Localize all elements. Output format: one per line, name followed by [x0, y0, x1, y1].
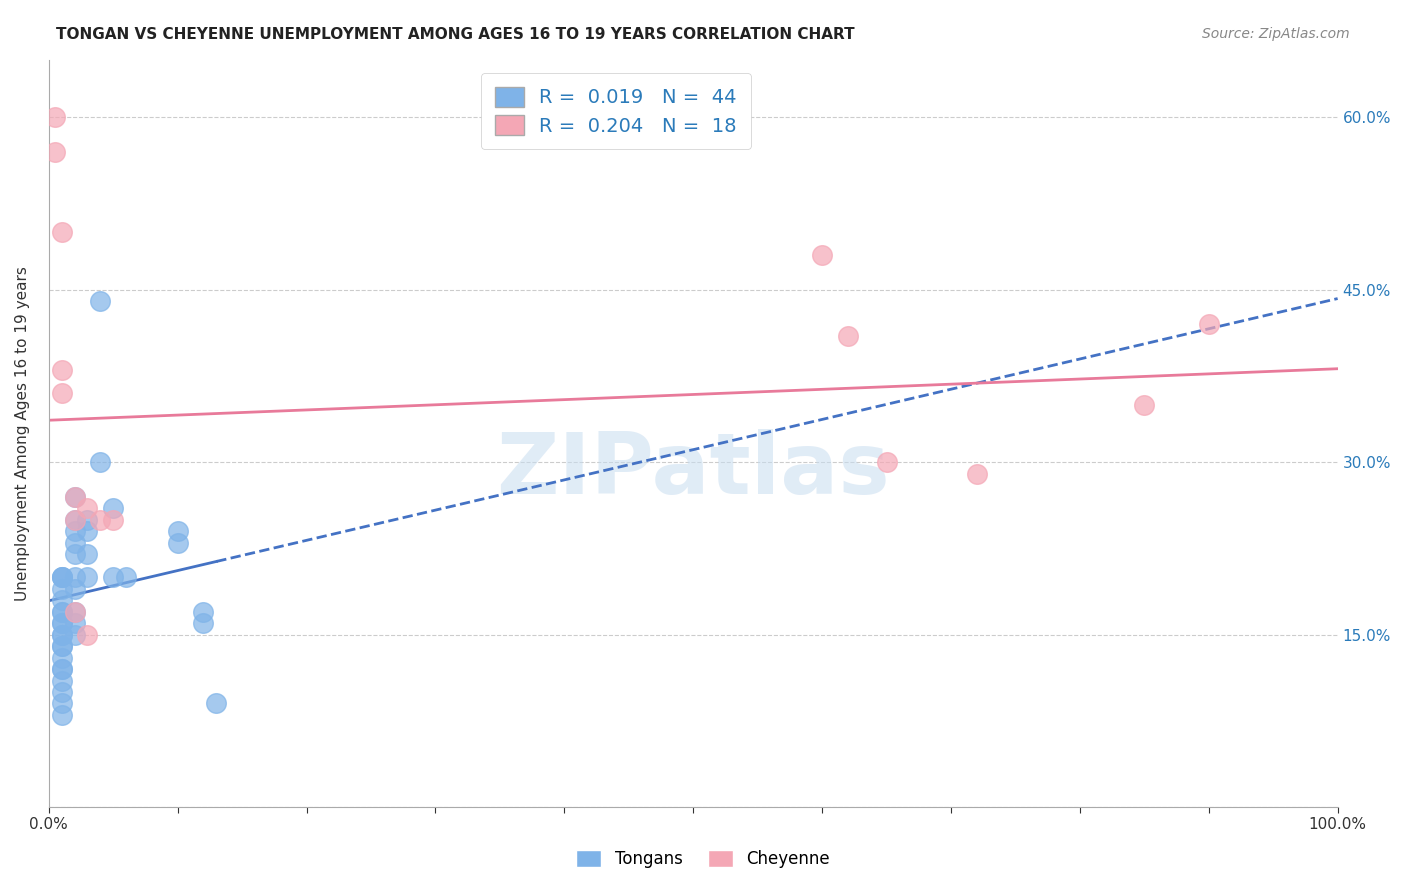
Point [76, 570, 98, 584]
Point [51, 605, 73, 619]
Point [51, 570, 73, 584]
Point [193, 615, 215, 630]
Point [63, 490, 86, 504]
Point [76, 524, 98, 538]
Point [51, 615, 73, 630]
Point [1198, 317, 1220, 331]
Point [837, 328, 859, 343]
Point [966, 467, 988, 481]
Point [76, 512, 98, 526]
Point [51, 582, 73, 596]
Point [51, 639, 73, 653]
Point [51, 662, 73, 676]
Point [51, 697, 73, 711]
Point [63, 615, 86, 630]
Point [51, 363, 73, 377]
Point [51, 225, 73, 239]
Point [51, 570, 73, 584]
Point [89, 512, 111, 526]
Point [44, 110, 66, 124]
Point [63, 512, 86, 526]
Text: ZIPatlas: ZIPatlas [496, 429, 890, 512]
Point [51, 615, 73, 630]
Point [166, 524, 188, 538]
Point [51, 627, 73, 641]
Point [51, 673, 73, 688]
Point [205, 697, 228, 711]
Point [51, 685, 73, 699]
Point [115, 570, 138, 584]
Point [193, 605, 215, 619]
Point [103, 501, 125, 516]
Point [103, 570, 125, 584]
Point [63, 524, 86, 538]
Point [44, 145, 66, 159]
Legend: R =  0.019   N =  44, R =  0.204   N =  18: R = 0.019 N = 44, R = 0.204 N = 18 [481, 73, 751, 149]
Point [51, 386, 73, 401]
Point [76, 501, 98, 516]
Y-axis label: Unemployment Among Ages 16 to 19 years: Unemployment Among Ages 16 to 19 years [15, 266, 30, 600]
Point [63, 490, 86, 504]
Point [51, 593, 73, 607]
Point [51, 605, 73, 619]
Point [76, 627, 98, 641]
Point [63, 605, 86, 619]
Point [876, 455, 898, 469]
Point [51, 662, 73, 676]
Point [51, 708, 73, 723]
Point [63, 512, 86, 526]
Point [76, 547, 98, 561]
Point [63, 627, 86, 641]
Point [51, 650, 73, 665]
Point [63, 605, 86, 619]
Point [63, 570, 86, 584]
Point [63, 582, 86, 596]
Point [63, 547, 86, 561]
Legend: Tongans, Cheyenne: Tongans, Cheyenne [569, 843, 837, 875]
Point [51, 639, 73, 653]
Text: TONGAN VS CHEYENNE UNEMPLOYMENT AMONG AGES 16 TO 19 YEARS CORRELATION CHART: TONGAN VS CHEYENNE UNEMPLOYMENT AMONG AG… [56, 27, 855, 42]
Point [63, 535, 86, 549]
Point [811, 248, 834, 262]
Point [51, 627, 73, 641]
Point [89, 294, 111, 309]
Point [103, 512, 125, 526]
Point [51, 570, 73, 584]
Point [166, 535, 188, 549]
Point [1133, 398, 1156, 412]
Point [89, 455, 111, 469]
Text: Source: ZipAtlas.com: Source: ZipAtlas.com [1202, 27, 1350, 41]
